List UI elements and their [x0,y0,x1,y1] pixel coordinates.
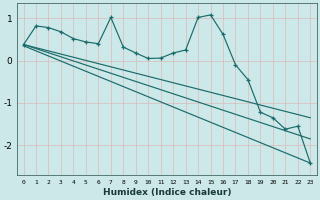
X-axis label: Humidex (Indice chaleur): Humidex (Indice chaleur) [103,188,231,197]
